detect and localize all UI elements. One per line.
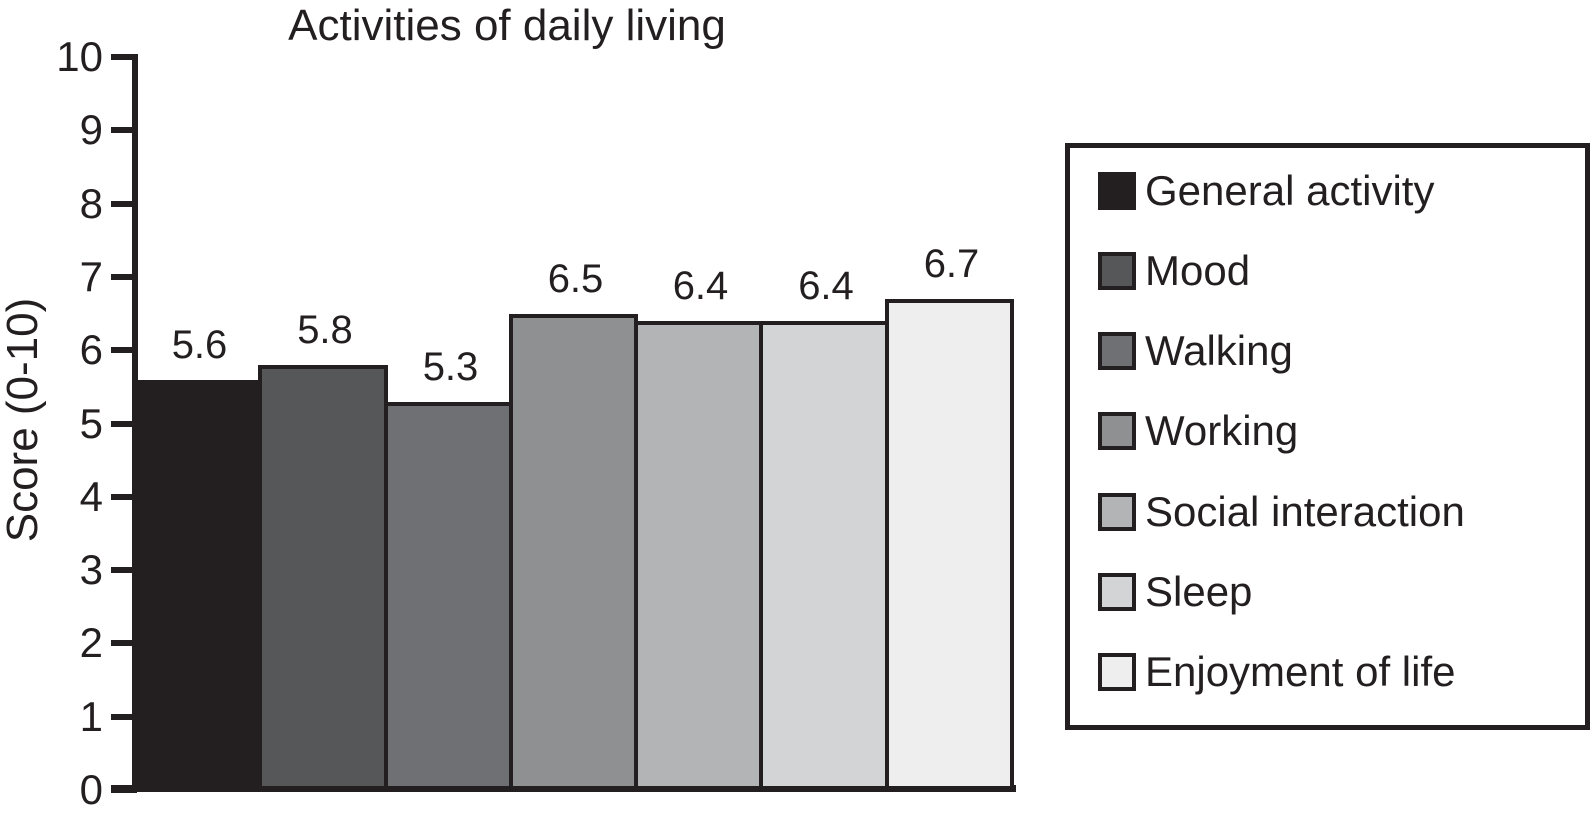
y-tick-mark [111,493,137,500]
y-tick-label: 1 [79,692,103,740]
legend-item-sleep: Sleep [1098,567,1575,615]
legend-item-working: Working [1098,410,1575,452]
y-tick-mark [111,713,137,720]
legend-item-mood: Mood [1098,250,1575,292]
y-tick-label: 8 [79,179,103,227]
y-tick-label: 7 [79,252,103,300]
y-tick-label: 10 [56,33,103,80]
legend-label: Working [1145,407,1299,455]
legend-label: General activity [1145,167,1435,214]
y-tick-mark [111,273,137,280]
legend-swatch-icon [1098,172,1136,210]
bar-value-label: 6.7 [923,242,980,286]
plot-area: 5.6 5.8 5.3 6.5 6.4 6.4 6.7 [137,57,1014,790]
legend-item-general-activity: General activity [1098,170,1575,212]
legend-label: Walking [1145,327,1293,375]
legend-item-enjoyment-of-life: Enjoyment of life [1098,647,1575,695]
y-tick-mark [111,127,137,134]
chart-title: Activities of daily living [288,1,726,50]
legend-swatch-icon [1098,252,1136,291]
legend-item-social-interaction: Social interaction [1098,487,1575,535]
bar-value-label: 5.3 [422,345,479,389]
legend-swatch-icon [1098,332,1136,371]
bar-value-label: 6.5 [547,257,604,301]
legend-swatch-icon [1098,492,1136,531]
y-tick-mark [111,347,137,354]
legend-swatch-icon [1098,652,1136,691]
bar-working [509,314,638,790]
bar-value-label: 5.6 [171,323,228,367]
bar-general-activity [137,380,262,790]
bar-enjoyment-of-life [885,299,1014,790]
bar-walking [384,402,513,790]
y-tick-label: 0 [79,766,103,813]
legend-box: General activity Mood Walking Working Social… [1065,143,1590,730]
legend-label: Social interaction [1145,487,1465,535]
y-tick-label: 4 [79,472,103,520]
y-tick-mark [111,640,137,647]
y-tick-label: 6 [79,326,103,374]
bar-value-label: 6.4 [672,264,729,308]
y-tick-mark [111,200,137,207]
legend-item-walking: Walking [1098,330,1575,372]
y-tick-label: 9 [79,106,103,154]
legend-label: Mood [1145,247,1251,295]
y-tick-mark [111,567,137,574]
bar-social-interaction [634,321,763,790]
y-tick-label: 5 [79,399,103,447]
legend-swatch-icon [1098,412,1136,451]
y-tick-mark [111,787,137,793]
bar-value-label: 5.8 [297,308,353,352]
legend-label: Enjoyment of life [1145,647,1456,695]
bar-value-label: 6.4 [798,264,854,308]
legend-swatch-icon [1098,572,1136,611]
y-tick-mark [111,420,137,427]
bar-sleep [759,321,889,790]
y-tick-label: 3 [79,546,103,594]
y-tick-mark [111,54,137,60]
legend-label: Sleep [1145,567,1253,615]
y-tick-label: 2 [79,619,103,667]
bar-mood [258,365,388,790]
